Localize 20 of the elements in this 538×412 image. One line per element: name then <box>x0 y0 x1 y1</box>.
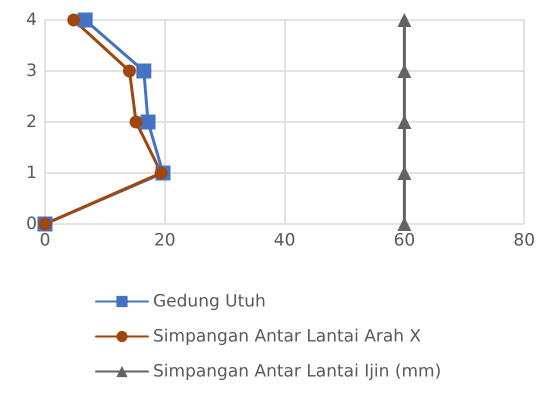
y-tick-label: 4 <box>26 10 37 30</box>
point <box>130 116 143 128</box>
x-tick-label: 20 <box>154 230 176 250</box>
x-tick-label: 0 <box>40 230 50 250</box>
y-tick-label: 3 <box>26 61 37 81</box>
legend-label: Simpangan Antar Lantai Arah X <box>153 326 422 346</box>
point <box>136 64 152 78</box>
point <box>122 64 136 78</box>
point <box>78 12 93 28</box>
legend-label: Simpangan Antar Lantai Ijin (mm) <box>153 362 442 382</box>
y-tick-label: 2 <box>26 112 37 132</box>
point <box>67 14 80 26</box>
x-tick-label: 40 <box>274 230 296 250</box>
x-tick-label: 60 <box>394 230 416 250</box>
y-tick-label: 0 <box>26 214 37 234</box>
y-tick-label: 1 <box>26 163 37 183</box>
legend-label: Gedung Utuh <box>153 292 266 312</box>
x-tick-label: 80 <box>513 230 536 250</box>
point <box>140 114 156 130</box>
point <box>397 13 412 27</box>
